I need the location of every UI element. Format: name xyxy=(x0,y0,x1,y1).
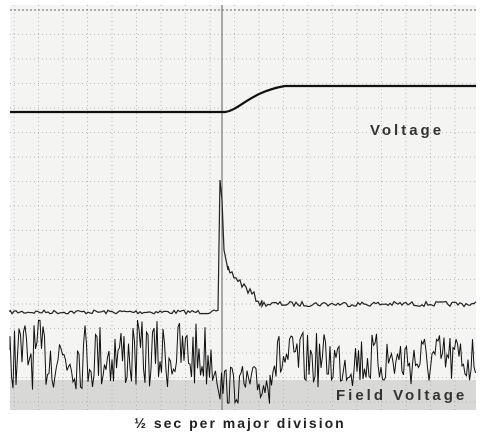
grid xyxy=(10,5,476,410)
trace-line xyxy=(9,179,477,316)
caption: ½ sec per major division xyxy=(134,415,345,431)
trace-noise xyxy=(9,319,476,405)
chart-paper xyxy=(10,5,476,410)
voltage-trace xyxy=(10,84,476,114)
field-voltage-trace xyxy=(9,179,477,405)
field-voltage-label: Field Voltage xyxy=(336,387,467,404)
voltage-label: Voltage xyxy=(370,122,444,139)
